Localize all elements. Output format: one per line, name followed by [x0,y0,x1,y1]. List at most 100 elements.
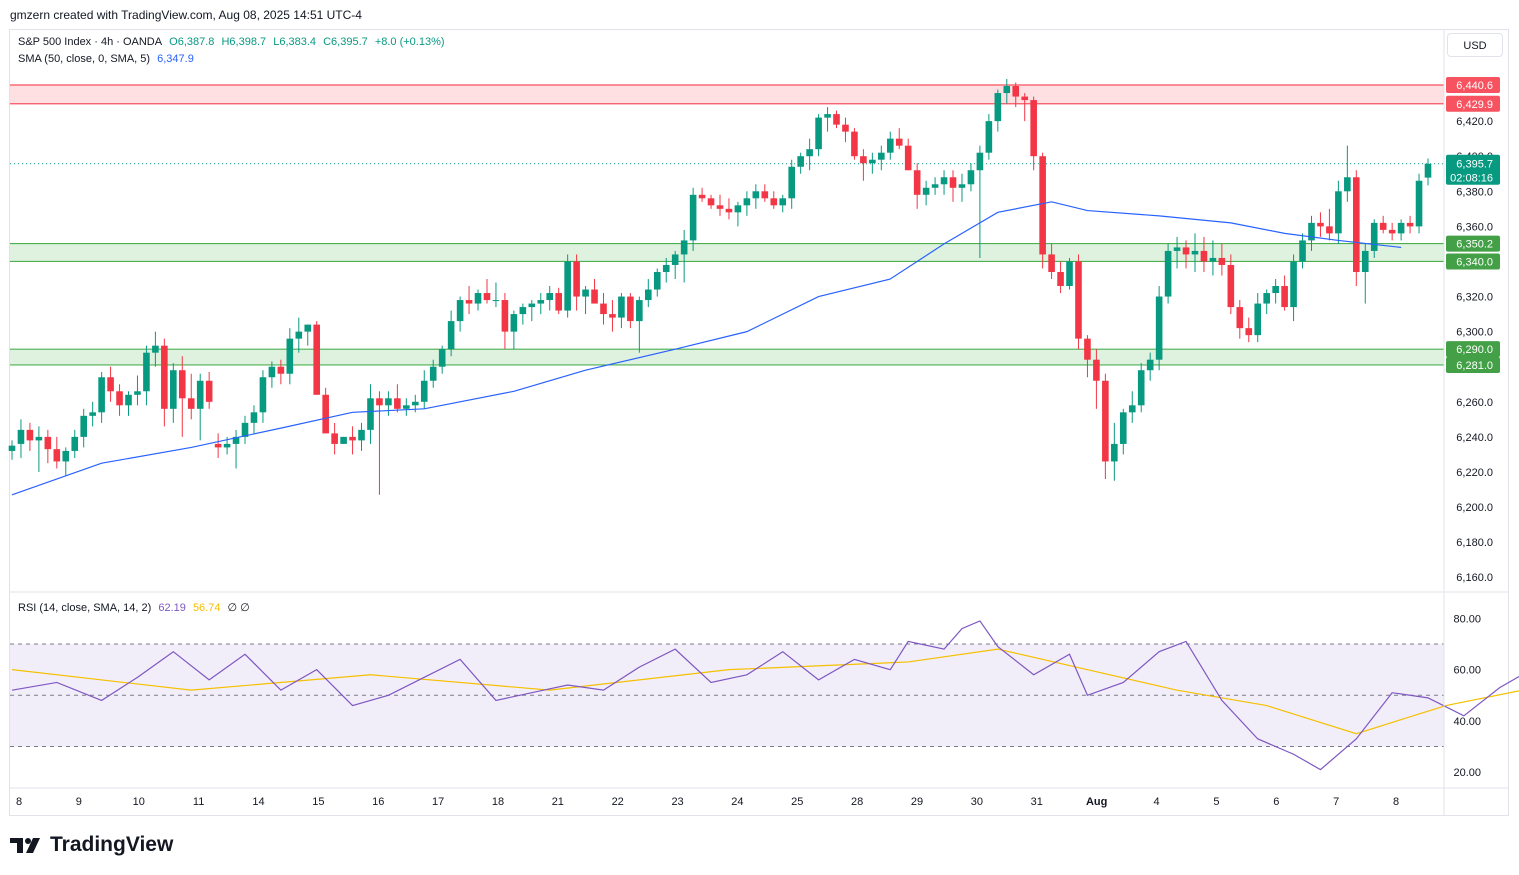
zone-high-tag-2: 6,290.0 [1456,344,1493,356]
candle-body [376,398,383,406]
candle-body [743,198,751,206]
candle-body [483,293,491,301]
sma-legend: SMA (50, close, 0, SMA, 5) 6,347.9 [18,53,198,65]
candle-body [501,300,509,332]
time-tick-label: 24 [731,796,743,808]
candle-body [107,377,114,392]
candle-body [1164,250,1172,297]
time-tick-label: 25 [791,796,803,808]
candle-body [815,117,822,150]
candle-body [824,114,831,118]
candle-body [35,436,43,441]
time-tick-label: 7 [1333,796,1339,808]
candle-body [187,398,195,409]
candle-body [250,412,258,423]
candle-body [214,443,222,448]
candle-body [1191,250,1199,255]
time-tick-label: 5 [1213,796,1219,808]
candle-body [1048,254,1055,272]
candle-body [537,300,545,304]
candle-body [555,293,562,311]
time-tick-label: 18 [492,796,504,808]
candle-body [295,331,303,339]
price-tick-label: 6,320.0 [1456,292,1493,304]
candle-body [842,124,849,132]
zone-high-tag-1-bg [1446,235,1500,252]
candle-body [1281,286,1288,308]
countdown-tag: 02:08:16 [1450,173,1493,185]
candle-body [1012,86,1020,97]
candle-body [1245,328,1253,336]
candle-body [420,380,428,402]
candle-body [645,289,652,301]
candle-body [698,194,706,199]
time-tick-label: 11 [193,796,204,808]
rsi-line [11,620,1519,771]
tradingview-logo-icon [10,838,40,853]
candle-body [474,293,482,304]
candle-body [223,443,231,448]
candle-body [662,264,670,272]
candle-body [89,412,96,416]
candle-body [322,394,329,434]
price-tick-label: 6,240.0 [1456,432,1493,444]
candle-body [546,293,554,301]
price-tick-label: 6,160.0 [1456,572,1493,584]
close-value: C6,395.7 [323,36,368,48]
candle-body [806,149,813,157]
candle-body [671,254,679,265]
candle-body [1039,156,1046,255]
candle-body [1263,293,1270,304]
candle-body [1299,240,1306,262]
candle-body [1111,443,1118,462]
candle-body [734,205,742,213]
candle-body [1353,177,1360,272]
time-tick-label: 22 [612,796,624,808]
candle-body [1173,247,1181,251]
sma-label: SMA (50, close, 0, SMA, 5) [18,53,151,65]
open-value: O6,387.8 [169,36,215,48]
candle-body [913,170,921,195]
low-value: L6,383.4 [273,36,317,48]
candle-body [600,303,607,315]
price-tick-label: 6,180.0 [1456,537,1493,549]
candle-body [8,445,16,451]
candle-body [653,271,661,290]
candle-body [878,152,885,160]
candle-body [519,307,527,315]
candle-body [134,391,141,395]
zone-low-tag-2: 6,281.0 [1456,360,1493,372]
candle-body [761,191,769,199]
price-tick-label: 6,220.0 [1456,467,1493,479]
rsi-sma-value: 56.74 [192,602,221,614]
candle-body [1093,359,1100,381]
candle-body [304,324,312,332]
zone-low-tag-0-bg [1446,95,1500,112]
candle-body [895,138,903,146]
candle-body [385,398,392,406]
time-tick-label: 28 [851,796,863,808]
chart-header: gmzern created with TradingView.com, Aug… [10,8,362,22]
candle-body [1415,180,1423,227]
zone-low-tag-2-bg [1446,356,1500,373]
candle-body [1137,370,1145,406]
candle-body [53,449,61,462]
candle-body [564,261,571,311]
candle-body [116,391,123,406]
currency-button[interactable]: USD [1447,33,1503,57]
time-tick-label: 8 [16,796,22,808]
candle-body [286,338,294,374]
candle-body [1209,257,1217,262]
candle-body [851,131,858,157]
time-tick-label: 29 [911,796,923,808]
rsi-legend: RSI (14, close, SMA, 14, 2) 62.19 56.74 … [18,601,254,614]
candle-body [1290,261,1297,308]
candle-body [752,191,760,199]
candle-body [994,93,1002,122]
candle-body [1397,222,1405,234]
candle-body [949,177,957,188]
candle-body [1102,380,1109,462]
time-tick-label: 17 [432,796,444,808]
candle-body [985,121,993,153]
